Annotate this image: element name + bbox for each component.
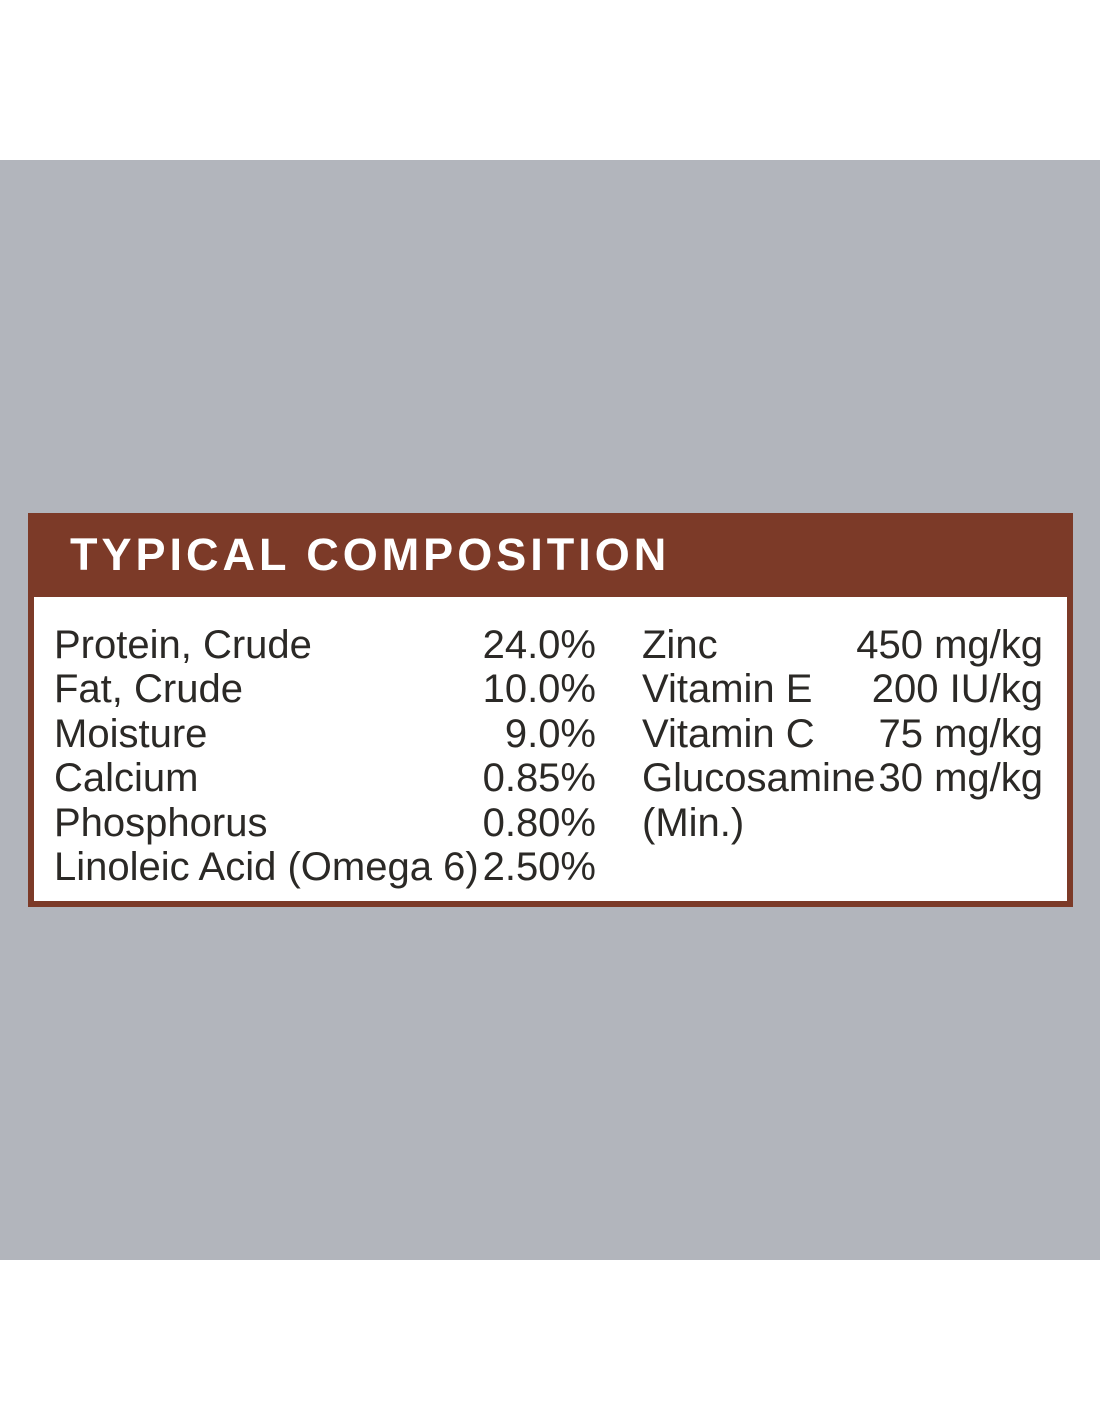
panel-header: TYPICAL COMPOSITION [28,513,1073,597]
nutrient-value: 9.0% [504,711,596,756]
nutrient-label: Calcium [54,756,199,801]
nutrient-value: 10.0% [482,667,596,712]
panel-body: Protein, Crude 24.0% Fat, Crude 10.0% Moistu… [34,597,1067,901]
composition-row: Protein, Crude 24.0% [54,623,596,667]
composition-row: Moisture 9.0% [54,712,596,756]
composition-row: Vitamin E 200 IU/kg [642,667,1043,711]
composition-row: (Min.) [642,801,1043,845]
nutrient-value: 0.85% [482,756,596,801]
nutrient-value: 30 mg/kg [878,756,1043,801]
nutrient-label: (Min.) [642,800,745,845]
nutrient-value: 24.0% [482,623,596,667]
nutrient-value: 2.50% [482,845,596,890]
nutrient-value: 75 mg/kg [878,711,1043,756]
composition-row: Phosphorus 0.80% [54,801,596,845]
nutrient-label: Protein, Crude [54,623,312,667]
composition-row: Vitamin C 75 mg/kg [642,712,1043,756]
nutrient-label: Glucosamine [642,756,876,801]
nutrient-label: Vitamin C [642,711,815,756]
nutrient-label: Linoleic Acid (Omega 6) [54,845,479,890]
nutrient-value: 200 IU/kg [871,667,1043,712]
nutrient-label: Moisture [54,711,208,756]
composition-column-left: Protein, Crude 24.0% Fat, Crude 10.0% Moistu… [54,623,596,889]
typical-composition-panel: TYPICAL COMPOSITION Protein, Crude 24.0% F… [28,513,1073,907]
nutrient-label: Fat, Crude [54,667,243,712]
nutrient-label: Zinc [642,623,718,667]
nutrient-label: Vitamin E [642,667,813,712]
composition-column-right: Zinc 450 mg/kg Vitamin E 200 IU/kg Vitamin C… [642,623,1043,845]
nutrient-value: 0.80% [482,800,596,845]
composition-row: Calcium 0.85% [54,756,596,800]
nutrient-label: Phosphorus [54,800,268,845]
composition-row: Zinc 450 mg/kg [642,623,1043,667]
composition-row: Linoleic Acid (Omega 6) 2.50% [54,845,596,889]
composition-row: Fat, Crude 10.0% [54,667,596,711]
composition-row: Glucosamine 30 mg/kg [642,756,1043,800]
nutrient-value: 450 mg/kg [856,623,1043,667]
panel-title: TYPICAL COMPOSITION [70,529,671,580]
